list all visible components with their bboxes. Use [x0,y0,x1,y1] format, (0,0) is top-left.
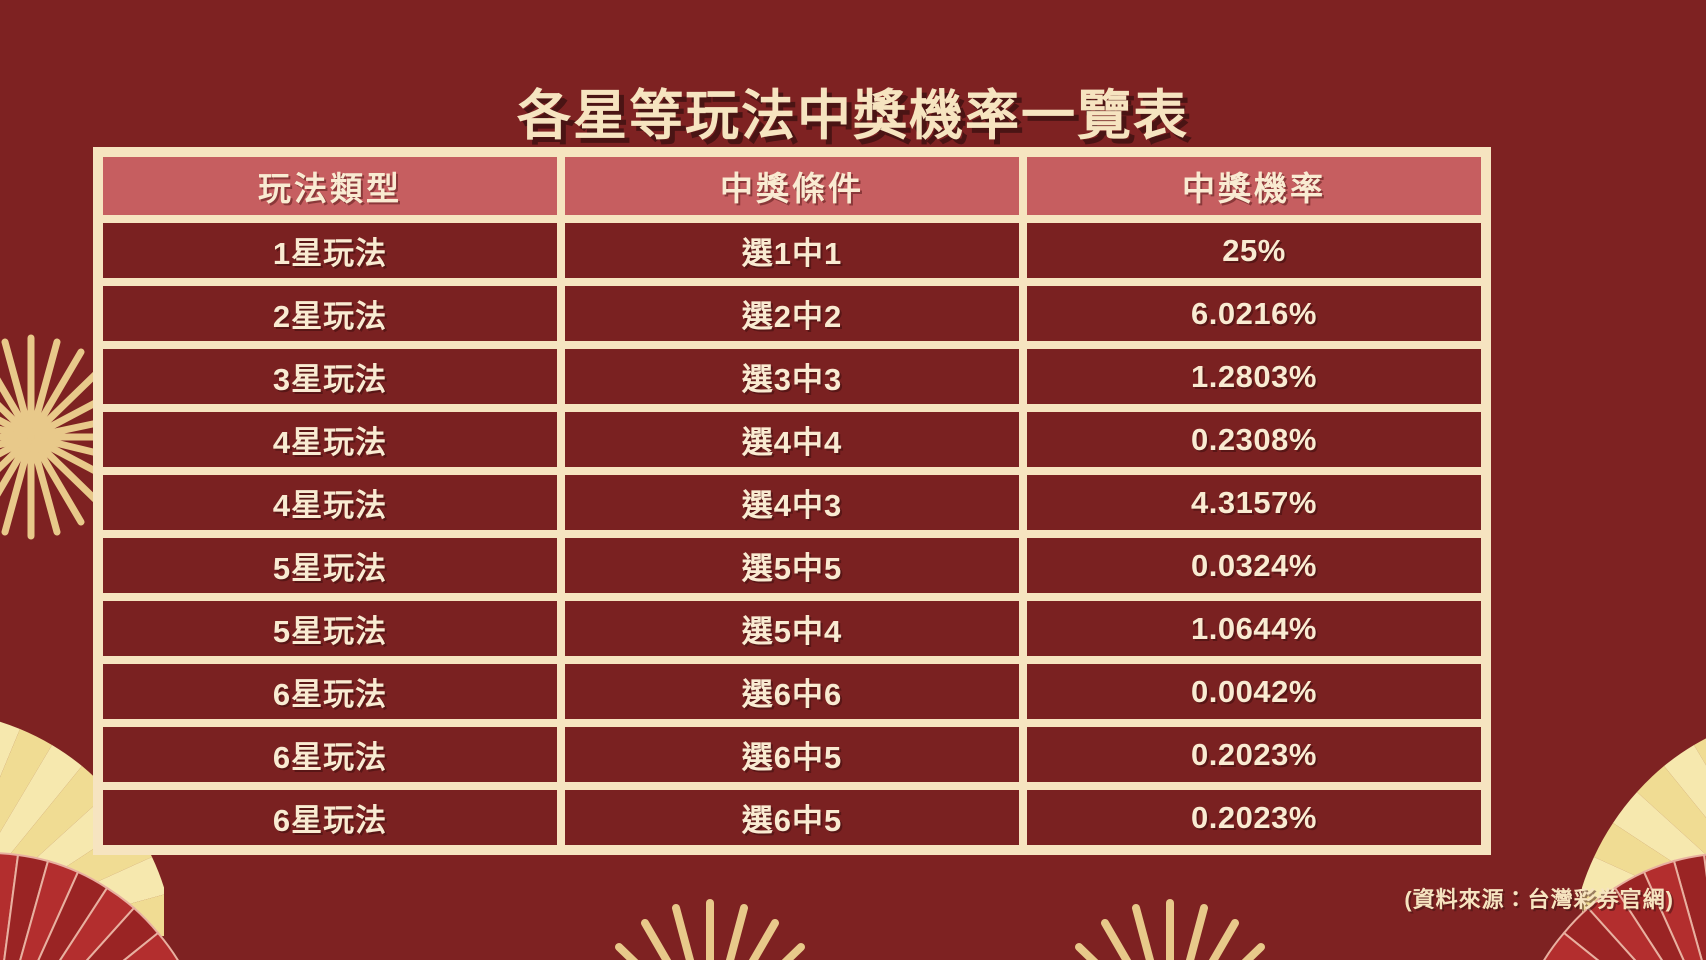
cell-win-probability: 4.3157% [1023,471,1485,534]
table-row: 4星玩法 選4中3 4.3157% [99,471,1485,534]
cell-win-condition: 選4中4 [561,408,1023,471]
table-row: 6星玩法 選6中5 0.2023% [99,723,1485,786]
cell-win-condition: 選5中4 [561,597,1023,660]
cell-win-probability: 1.0644% [1023,597,1485,660]
cell-win-condition: 選5中5 [561,534,1023,597]
probability-table: 玩法類型 中獎條件 中獎機率 1星玩法 選1中1 25% 2星玩法 選2中2 6.0216… [93,147,1491,855]
cell-win-condition: 選3中3 [561,345,1023,408]
table-row: 6星玩法 選6中6 0.0042% [99,660,1485,723]
cell-win-probability: 0.2308% [1023,408,1485,471]
cell-play-type: 4星玩法 [99,471,561,534]
cell-play-type: 6星玩法 [99,723,561,786]
table-body: 1星玩法 選1中1 25% 2星玩法 選2中2 6.0216% 3星玩法 選3中3 1.2803… [99,219,1485,849]
table-row: 4星玩法 選4中4 0.2308% [99,408,1485,471]
cell-play-type: 5星玩法 [99,534,561,597]
cell-play-type: 6星玩法 [99,660,561,723]
cell-play-type: 2星玩法 [99,282,561,345]
column-header-win-probability: 中獎機率 [1023,153,1485,219]
table-row: 2星玩法 選2中2 6.0216% [99,282,1485,345]
cell-win-condition: 選2中2 [561,282,1023,345]
source-note: (資料來源：台灣彩券官網) [1404,887,1674,912]
table-row: 5星玩法 選5中5 0.0324% [99,534,1485,597]
cell-win-probability: 0.2023% [1023,723,1485,786]
fan-right-gold-decoration [1582,738,1706,949]
cell-win-condition: 選6中5 [561,786,1023,849]
cell-win-condition: 選6中5 [561,723,1023,786]
table-row: 6星玩法 選6中5 0.2023% [99,786,1485,849]
table-row: 5星玩法 選5中4 1.0644% [99,597,1485,660]
cell-play-type: 5星玩法 [99,597,561,660]
cell-play-type: 4星玩法 [99,408,561,471]
fan-left-red-decoration [0,852,179,960]
cell-win-condition: 選1中1 [561,219,1023,282]
cell-win-probability: 6.0216% [1023,282,1485,345]
cell-win-probability: 0.0324% [1023,534,1485,597]
column-header-win-condition: 中獎條件 [561,153,1023,219]
column-header-play-type: 玩法類型 [99,153,561,219]
cell-play-type: 3星玩法 [99,345,561,408]
table-row: 1星玩法 選1中1 25% [99,219,1485,282]
cell-win-condition: 選4中3 [561,471,1023,534]
page-title: 各星等玩法中獎機率一覽表 [517,86,1189,147]
table-row: 3星玩法 選3中3 1.2803% [99,345,1485,408]
cell-win-probability: 1.2803% [1023,345,1485,408]
cell-win-probability: 0.2023% [1023,786,1485,849]
sunburst-bottom-left-decoration [615,899,805,960]
title-bar: 各星等玩法中獎機率一覽表 [0,52,1706,181]
table-header-row: 玩法類型 中獎條件 中獎機率 [99,153,1485,219]
table-header: 玩法類型 中獎條件 中獎機率 [99,153,1485,219]
cell-win-probability: 25% [1023,219,1485,282]
cell-play-type: 6星玩法 [99,786,561,849]
cell-win-probability: 0.0042% [1023,660,1485,723]
sunburst-bottom-right-decoration [1075,899,1265,960]
cell-win-condition: 選6中6 [561,660,1023,723]
cell-play-type: 1星玩法 [99,219,561,282]
